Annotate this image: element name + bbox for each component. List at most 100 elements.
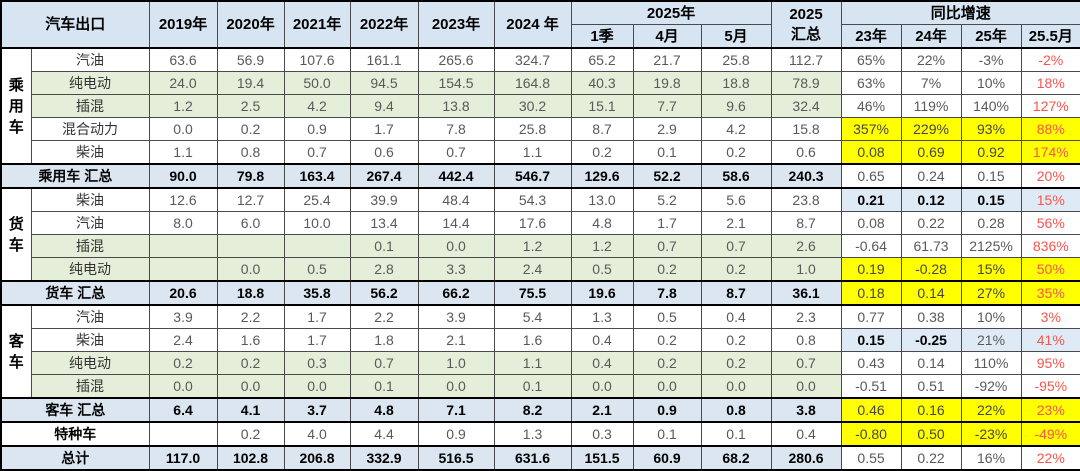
growth-cell: 0.14: [900, 280, 962, 306]
value-cell: 8.7: [700, 280, 772, 306]
growth-cell: 0.15: [960, 187, 1022, 212]
value-cell: 0.4: [700, 304, 772, 329]
value-cell: 13.8: [417, 94, 495, 118]
value-cell: 3.3: [417, 257, 495, 282]
value-cell: 2.8: [349, 257, 419, 282]
value-cell: 1.6: [216, 328, 285, 352]
value-cell: 6.4: [148, 397, 218, 423]
value-cell: 0.2: [216, 351, 285, 375]
value-cell: 0.5: [283, 257, 351, 282]
value-cell: 117.0: [148, 445, 218, 471]
value-cell: 4.2: [700, 117, 772, 141]
vehicle-group-label: 货车: [0, 187, 32, 282]
value-cell: 1.2: [148, 94, 218, 118]
summary-row: 乘用车 汇总 90.0 79.8 163.4 267.4 442.4 546.7 129.6 5…: [0, 163, 1080, 189]
growth-cell: 0.77: [840, 304, 902, 329]
value-cell: 0.8: [700, 397, 772, 423]
value-cell: 32.4: [770, 94, 842, 118]
row-label: 插混: [30, 234, 150, 258]
value-cell: 0.7: [417, 140, 495, 165]
value-cell: 0.1: [349, 374, 419, 399]
row-label: 总计: [0, 445, 150, 471]
value-cell: 10.0: [283, 211, 351, 235]
col-header-growth-24: 24年: [900, 24, 962, 49]
summary-row: 客车 汇总 6.4 4.1 3.7 4.8 7.1 8.2 2.1 0.9 0.8 3.8 0.46 0…: [0, 397, 1080, 423]
growth-cell: 0.69: [900, 140, 962, 165]
growth-cell: 27%: [960, 280, 1022, 306]
value-cell: 5.2: [632, 187, 702, 212]
growth-cell: -92%: [960, 374, 1022, 399]
value-cell: 21.7: [632, 47, 702, 72]
value-cell: 1.8: [349, 328, 419, 352]
table-row: 乘用车汽油 63.6 56.9 107.6 161.1 265.6 324.7 65.2 21.…: [0, 47, 1080, 165]
value-cell: 25.8: [700, 47, 772, 72]
growth-cell: 0.16: [900, 397, 962, 423]
growth-cell: -0.64: [840, 234, 902, 258]
col-header-growth-23: 23年: [840, 24, 902, 49]
value-cell: 6.0: [216, 211, 285, 235]
value-cell: 0.2: [632, 351, 702, 375]
growth-cell: -0.80: [840, 421, 902, 447]
value-cell: 0.7: [700, 234, 772, 258]
value-cell: 2.2: [349, 304, 419, 329]
value-cell: 516.5: [417, 445, 495, 471]
value-cell: 0.8: [770, 328, 842, 352]
value-cell: 2.5: [216, 94, 285, 118]
value-cell: 0.9: [283, 117, 351, 141]
value-cell: 7.7: [632, 94, 702, 118]
value-cell: 7.8: [417, 117, 495, 141]
col-header-2019: 2019年: [148, 0, 218, 49]
row-label: 客车 汇总: [0, 397, 150, 423]
growth-cell: 2125%: [960, 234, 1022, 258]
value-cell: 1.2: [493, 234, 572, 258]
vehicle-group-label: 客车: [0, 304, 32, 399]
value-cell: 17.6: [493, 211, 572, 235]
value-cell: 18.8: [216, 280, 285, 306]
value-cell: 1.1: [148, 140, 218, 165]
value-cell: 1.1: [493, 140, 572, 165]
growth-cell: -95%: [1020, 374, 1080, 399]
table-row: 柴油 2.4 1.6 1.7 1.8 2.1 1.6 0.4 0.2 0.2 0.8 0.15 -0.2…: [1, 328, 1080, 352]
value-cell: 60.9: [632, 445, 702, 471]
growth-cell: 0.92: [960, 140, 1022, 165]
value-cell: 2.4: [493, 257, 572, 282]
value-cell: 0.2: [700, 351, 772, 375]
row-label: 汽油: [30, 211, 150, 235]
value-cell: 2.6: [770, 234, 842, 258]
growth-cell: 22%: [900, 47, 962, 72]
value-cell: 163.4: [283, 163, 351, 189]
value-cell: [216, 234, 285, 258]
col-header-2020: 2020年: [216, 0, 285, 49]
value-cell: 1.3: [570, 304, 634, 329]
value-cell: 0.1: [349, 234, 419, 258]
value-cell: 2.1: [570, 397, 634, 423]
growth-cell: 10%: [960, 304, 1022, 329]
row-label: 插混: [30, 374, 150, 399]
growth-cell: 0.15: [960, 163, 1022, 189]
value-cell: [283, 234, 351, 258]
table-row: 客车汽油 3.9 2.2 1.7 2.2 3.9 5.4 1.3 0.5 0.4 2.3 0.77 0.…: [0, 304, 1080, 399]
value-cell: 0.1: [493, 374, 572, 399]
growth-cell: 0.50: [900, 421, 962, 447]
value-cell: 0.1: [632, 140, 702, 165]
value-cell: 39.9: [349, 187, 419, 212]
growth-cell: 0.43: [840, 351, 902, 375]
table-title: 汽车出口: [0, 0, 150, 49]
summary-row: 货车 汇总 20.6 18.8 35.8 56.2 66.2 75.5 19.6 7.8 8.7 3…: [0, 280, 1080, 306]
value-cell: 8.7: [770, 211, 842, 235]
value-cell: 0.7: [632, 234, 702, 258]
growth-cell: 0.51: [900, 374, 962, 399]
value-cell: 24.0: [148, 71, 218, 95]
growth-cell: 0.28: [960, 211, 1022, 235]
value-cell: 20.6: [148, 280, 218, 306]
col-header-2025-total-line1: 2025: [789, 5, 823, 23]
value-cell: 0.2: [570, 140, 634, 165]
table-row: 插混 1.2 2.5 4.2 9.4 13.8 30.2 15.1 7.7 9.6 32.4 46% 1…: [1, 94, 1080, 118]
value-cell: 1.7: [283, 328, 351, 352]
value-cell: 0.1: [632, 421, 702, 447]
value-cell: 1.1: [493, 351, 572, 375]
row-label: 乘用车 汇总: [0, 163, 150, 189]
value-cell: 0.5: [632, 304, 702, 329]
value-cell: 0.0: [216, 374, 285, 399]
row-label: 纯电动: [30, 351, 150, 375]
